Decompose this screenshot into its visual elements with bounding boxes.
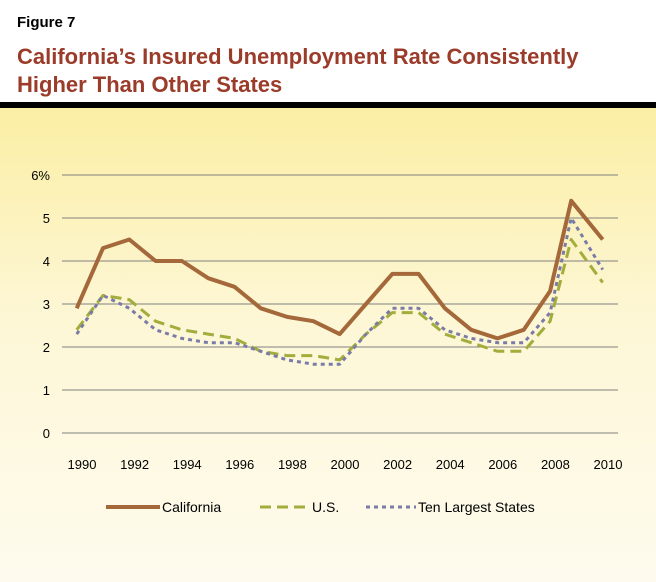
legend: California U.S. Ten Largest States (106, 499, 535, 515)
y-tick-label: 6% (31, 168, 50, 183)
x-tick-label: 2008 (541, 457, 570, 472)
title-line-1: California’s Insured Unemployment Rate C… (17, 44, 579, 69)
y-tick-label: 3 (43, 297, 50, 312)
y-axis-ticks: 0 1 2 3 4 5 6% (31, 168, 50, 441)
x-tick-label: 1996 (225, 457, 254, 472)
x-tick-label: 2006 (488, 457, 517, 472)
x-axis-ticks: 1990 1992 1994 1996 1998 2000 2002 2004 2006 2008… (68, 457, 623, 472)
title-rule (0, 102, 656, 108)
y-tick-label: 1 (43, 383, 50, 398)
x-tick-label: 1990 (68, 457, 97, 472)
y-tick-label: 4 (43, 254, 50, 269)
x-tick-label: 2004 (436, 457, 465, 472)
x-tick-label: 2010 (594, 457, 623, 472)
legend-label: California (162, 499, 221, 515)
x-tick-label: 1998 (278, 457, 307, 472)
x-tick-label: 2002 (383, 457, 412, 472)
series-line-dot (75, 216, 604, 366)
y-tick-label: 2 (43, 340, 50, 355)
series-line-solid (74, 198, 605, 341)
series-lines (74, 198, 605, 366)
legend-label: U.S. (312, 499, 339, 515)
legend-label: Ten Largest States (418, 499, 535, 515)
figure-label: Figure 7 (17, 14, 76, 31)
title-line-2: Higher Than Other States (17, 72, 283, 97)
y-tick-label: 5 (43, 211, 50, 226)
gridlines (62, 174, 618, 434)
series-line-dash (75, 238, 604, 362)
y-tick-label: 0 (43, 426, 50, 441)
x-tick-label: 2000 (331, 457, 360, 472)
x-tick-label: 1992 (120, 457, 149, 472)
chart-panel (0, 108, 656, 582)
figure-title: California’s Insured Unemployment Rate C… (17, 43, 647, 99)
x-tick-label: 1994 (173, 457, 202, 472)
